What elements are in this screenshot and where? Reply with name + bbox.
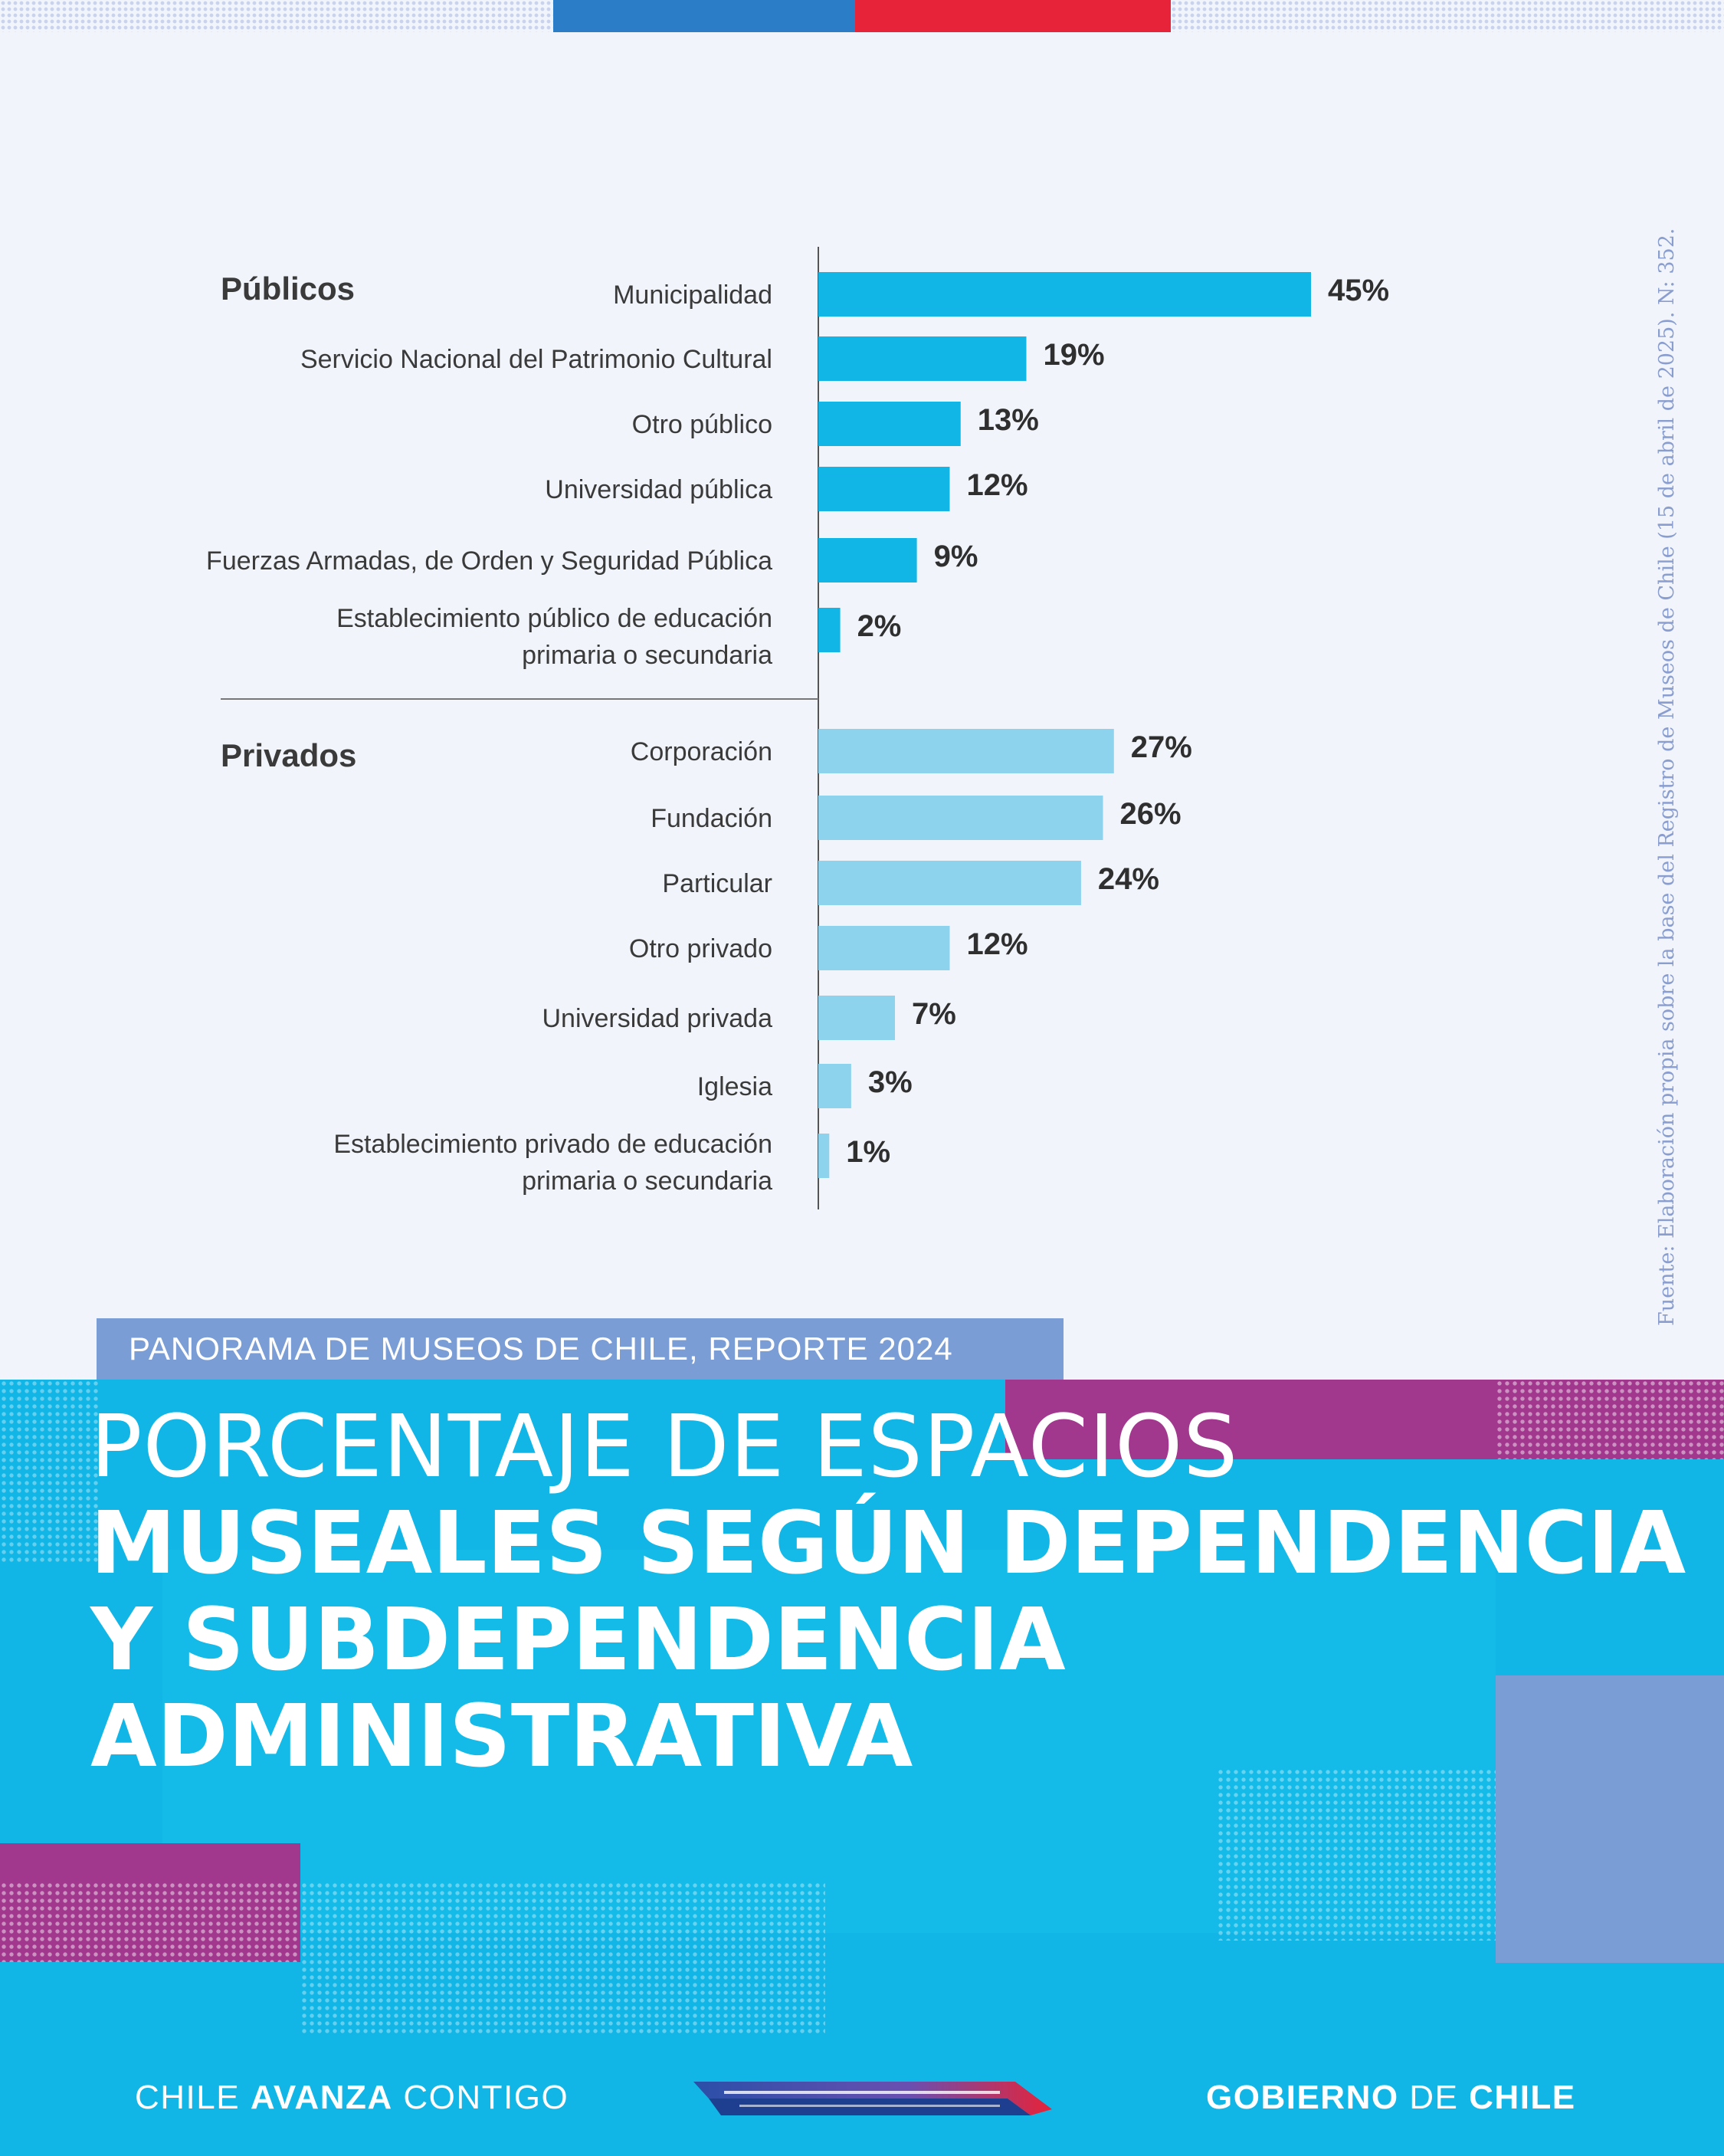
magenta-dots-top	[1496, 1380, 1724, 1459]
slogan-part-2: AVANZA	[250, 2079, 393, 2116]
category-label: Corporación	[631, 737, 772, 766]
title-line-3: Y SUBDEPENDENCIA	[90, 1590, 1066, 1690]
value-label: 27%	[1131, 730, 1192, 764]
title-line-4: ADMINISTRATIVA	[90, 1687, 913, 1787]
slogan-part-3: CONTIGO	[392, 2079, 569, 2116]
report-tag: PANORAMA DE MUSEOS DE CHILE, REPORTE 202…	[97, 1318, 1064, 1380]
category-label: Servicio Nacional del Patrimonio Cultura…	[300, 345, 772, 374]
value-label: 19%	[1043, 338, 1104, 372]
category-label: primaria o secundaria	[522, 1167, 772, 1196]
category-label: Otro privado	[629, 934, 772, 963]
group-label: Privados	[221, 737, 356, 773]
brand-stripe-blue	[553, 0, 855, 32]
dots-pattern-left	[0, 1380, 100, 1564]
bar	[818, 796, 1103, 840]
blue-block-title	[162, 1550, 1496, 1933]
footer-slogan: CHILE AVANZA CONTIGO	[135, 2079, 569, 2117]
bar	[818, 402, 961, 446]
value-label: 7%	[912, 997, 956, 1031]
bar	[818, 996, 896, 1040]
gov-part-1: GOBIERNO	[1206, 2079, 1399, 2116]
value-label: 3%	[868, 1065, 913, 1099]
bar-chart: Públicos 45% Municipalidad 19% Servicio Naci…	[206, 247, 1389, 1209]
top-dots-left	[0, 0, 553, 32]
value-label: 26%	[1120, 797, 1182, 831]
page-title: PORCENTAJE DE ESPACIOS MUSEALES SEGÚN DE…	[90, 1399, 1699, 1785]
category-label: Particular	[662, 869, 772, 898]
magenta-dots-bottom	[0, 1882, 300, 1962]
title-line-1: PORCENTAJE DE ESPACIOS	[90, 1397, 1239, 1497]
value-label: 12%	[966, 468, 1028, 502]
value-label: 2%	[857, 609, 902, 643]
value-label: 24%	[1098, 862, 1159, 896]
category-label: Universidad privada	[542, 1004, 773, 1033]
bar	[818, 467, 950, 511]
category-label: Establecimiento público de educación	[336, 604, 772, 633]
value-label: 9%	[934, 540, 978, 573]
magenta-block-top	[1005, 1380, 1496, 1459]
value-label: 12%	[966, 927, 1028, 961]
source-note: Fuente: Elaboración propia sobre la base…	[1655, 228, 1679, 1326]
bar	[818, 729, 1114, 773]
category-label: Otro público	[632, 410, 772, 439]
tag-blue-block-right	[1496, 1675, 1724, 1963]
bar	[818, 538, 917, 582]
category-label: Municipalidad	[613, 281, 772, 310]
bar	[818, 861, 1081, 905]
group-label: Públicos	[221, 271, 355, 307]
dots-pattern-right	[1217, 1768, 1496, 1941]
bar	[818, 608, 841, 652]
category-label: primaria o secundaria	[522, 641, 772, 670]
dots-pattern-bottom	[300, 1882, 825, 2035]
category-label: Establecimiento privado de educación	[333, 1130, 772, 1159]
title-banner	[0, 1380, 1724, 2156]
magenta-block-bottom	[0, 1843, 300, 1882]
bar	[818, 272, 1311, 317]
category-label: Fundación	[651, 804, 772, 833]
bar	[818, 926, 950, 970]
value-label: 45%	[1328, 274, 1389, 307]
bar	[818, 1134, 830, 1178]
government-logo-icon	[693, 2082, 1052, 2115]
bar	[818, 336, 1027, 381]
top-dots-right	[1171, 0, 1724, 32]
category-label: Iglesia	[697, 1072, 772, 1101]
gov-part-3: CHILE	[1469, 2079, 1576, 2116]
gov-part-2: DE	[1398, 2079, 1470, 2116]
category-label: Universidad pública	[545, 475, 772, 504]
bar	[818, 1064, 851, 1108]
category-label: Fuerzas Armadas, de Orden y Seguridad Pú…	[206, 546, 772, 576]
value-label: 13%	[978, 403, 1039, 437]
slogan-part-1: CHILE	[135, 2079, 251, 2116]
title-line-2: MUSEALES SEGÚN DEPENDENCIA	[90, 1494, 1686, 1593]
footer-government: GOBIERNO DE CHILE	[1206, 2079, 1576, 2117]
brand-stripe-red	[855, 0, 1171, 32]
value-label: 1%	[846, 1135, 890, 1169]
